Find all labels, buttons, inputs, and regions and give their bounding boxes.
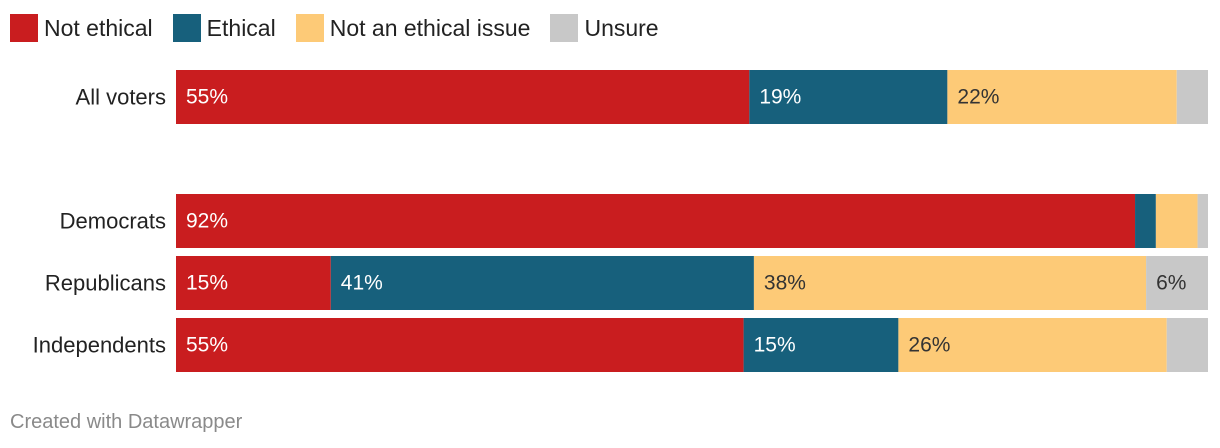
legend-item-unsure: Unsure	[550, 14, 659, 42]
data-label-independents-not-an-ethical-issue: 26%	[908, 334, 950, 357]
bar-segment-all-voters-unsure	[1176, 70, 1208, 124]
bar-segment-independents-unsure	[1166, 318, 1208, 372]
bar-segment-republicans-not-ethical	[176, 256, 331, 310]
legend-item-not-ethical: Not ethical	[10, 14, 153, 42]
bar-segment-independents-not-ethical	[176, 318, 744, 372]
data-label-democrats-not-ethical: 92%	[186, 210, 228, 233]
category-label-republicans: Republicans	[45, 271, 166, 296]
bar-segment-democrats-not-an-ethical-issue	[1155, 194, 1198, 248]
bar-segment-democrats-not-ethical	[176, 194, 1136, 248]
legend: Not ethical Ethical Not an ethical issue…	[10, 13, 679, 43]
data-label-republicans-ethical: 41%	[341, 272, 383, 295]
bar-segment-republicans-ethical	[330, 256, 754, 310]
data-label-all-voters-not-an-ethical-issue: 22%	[957, 86, 999, 109]
data-label-republicans-not-ethical: 15%	[186, 272, 228, 295]
data-label-republicans-unsure: 6%	[1156, 272, 1186, 295]
bar-segment-all-voters-not-ethical	[176, 70, 750, 124]
bar-segment-democrats-unsure	[1197, 194, 1208, 248]
legend-swatch-not-an-ethical-issue	[295, 14, 324, 42]
data-label-all-voters-ethical: 19%	[759, 86, 801, 109]
legend-swatch-ethical	[172, 14, 201, 42]
footer-credit: Created with Datawrapper	[10, 411, 243, 433]
legend-swatch-unsure	[550, 14, 579, 42]
legend-label-not-ethical: Not ethical	[44, 15, 153, 41]
data-label-republicans-not-an-ethical-issue: 38%	[764, 272, 806, 295]
data-label-independents-ethical: 15%	[754, 334, 796, 357]
bar-segment-republicans-unsure	[1146, 256, 1208, 310]
legend-label-unsure: Unsure	[584, 15, 659, 41]
legend-label-ethical: Ethical	[206, 15, 276, 41]
legend-swatch-not-ethical	[10, 14, 38, 42]
category-label-independents: Independents	[33, 333, 166, 358]
bar-segment-independents-ethical	[743, 318, 899, 372]
bar-segment-republicans-not-an-ethical-issue	[753, 256, 1147, 310]
bar-segment-independents-not-an-ethical-issue	[898, 318, 1167, 372]
legend-label-not-an-ethical-issue: Not an ethical issue	[329, 15, 531, 41]
legend-item-not-an-ethical-issue: Not an ethical issue	[295, 14, 531, 42]
bar-segment-democrats-ethical	[1135, 194, 1156, 248]
bar-segment-all-voters-ethical	[749, 70, 948, 124]
category-label-all-voters: All voters	[76, 85, 166, 110]
legend-item-ethical: Ethical	[172, 14, 276, 42]
category-label-democrats: Democrats	[60, 209, 166, 234]
data-label-all-voters-not-ethical: 55%	[186, 86, 228, 109]
bar-segment-all-voters-not-an-ethical-issue	[947, 70, 1177, 124]
data-label-independents-not-ethical: 55%	[186, 334, 228, 357]
